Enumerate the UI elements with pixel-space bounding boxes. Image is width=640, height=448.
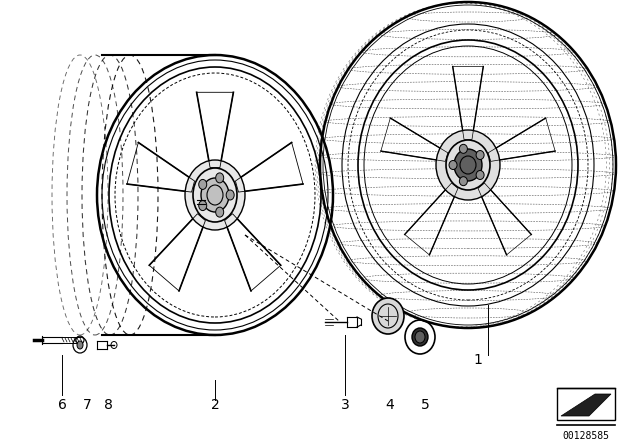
Ellipse shape [185,160,245,230]
Text: 7: 7 [83,398,92,412]
Text: 3: 3 [340,398,349,412]
Ellipse shape [454,149,482,181]
Ellipse shape [216,207,224,217]
Ellipse shape [372,298,404,334]
Ellipse shape [476,151,484,159]
Text: 6: 6 [58,398,67,412]
Text: 4: 4 [386,398,394,412]
Ellipse shape [436,130,500,200]
Ellipse shape [226,190,234,200]
Ellipse shape [199,201,207,211]
Text: 8: 8 [104,398,113,412]
Ellipse shape [460,177,467,185]
Ellipse shape [201,178,229,212]
Bar [557,388,615,420]
Text: 1: 1 [474,353,483,367]
Ellipse shape [412,328,428,346]
Polygon shape [561,394,611,416]
Text: 5: 5 [420,398,429,412]
Ellipse shape [460,144,467,153]
Ellipse shape [449,160,457,169]
Ellipse shape [199,179,207,190]
Ellipse shape [216,173,224,183]
Ellipse shape [415,331,425,343]
Ellipse shape [77,341,83,349]
Text: 2: 2 [211,398,220,412]
Ellipse shape [476,171,484,180]
Text: 00128585: 00128585 [563,431,609,441]
